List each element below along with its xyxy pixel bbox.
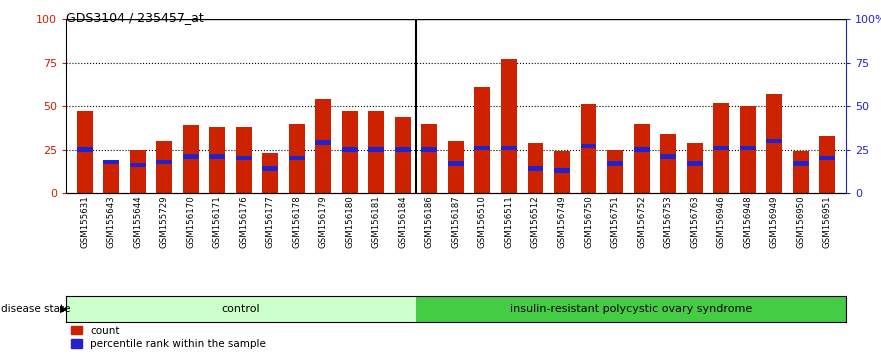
- Text: ▶: ▶: [60, 304, 68, 314]
- Bar: [395, 116, 411, 193]
- Bar: [501, 145, 517, 150]
- Bar: [421, 147, 437, 152]
- Bar: [581, 144, 596, 148]
- Bar: [210, 127, 226, 193]
- Bar: [77, 112, 93, 193]
- Bar: [713, 103, 729, 193]
- Bar: [103, 160, 119, 164]
- Text: GDS3104 / 235457_at: GDS3104 / 235457_at: [66, 11, 204, 24]
- Bar: [766, 139, 782, 143]
- Bar: [554, 168, 570, 172]
- Bar: [607, 161, 623, 166]
- Bar: [130, 163, 145, 167]
- Bar: [660, 154, 676, 159]
- Bar: [368, 147, 384, 152]
- Bar: [315, 99, 331, 193]
- Bar: [342, 112, 358, 193]
- Bar: [263, 166, 278, 171]
- Text: control: control: [221, 304, 260, 314]
- Text: insulin-resistant polycystic ovary syndrome: insulin-resistant polycystic ovary syndr…: [509, 304, 751, 314]
- Bar: [528, 166, 544, 171]
- Bar: [289, 124, 305, 193]
- Legend: count, percentile rank within the sample: count, percentile rank within the sample: [71, 326, 266, 349]
- Bar: [448, 161, 464, 166]
- Bar: [633, 147, 649, 152]
- Bar: [660, 134, 676, 193]
- Bar: [766, 94, 782, 193]
- Bar: [607, 149, 623, 193]
- Bar: [819, 156, 835, 160]
- Bar: [554, 151, 570, 193]
- Bar: [501, 59, 517, 193]
- Bar: [740, 106, 756, 193]
- Bar: [475, 87, 491, 193]
- Bar: [686, 143, 702, 193]
- Bar: [182, 154, 199, 159]
- Bar: [819, 136, 835, 193]
- Bar: [130, 149, 145, 193]
- Bar: [103, 162, 119, 193]
- Bar: [421, 124, 437, 193]
- Bar: [686, 161, 702, 166]
- Bar: [342, 147, 358, 152]
- Bar: [528, 143, 544, 193]
- Bar: [236, 127, 252, 193]
- Bar: [77, 147, 93, 152]
- Bar: [793, 161, 809, 166]
- Bar: [210, 154, 226, 159]
- Text: disease state: disease state: [1, 304, 70, 314]
- Bar: [475, 145, 491, 150]
- Bar: [633, 124, 649, 193]
- Bar: [156, 160, 172, 164]
- Bar: [156, 141, 172, 193]
- Bar: [182, 125, 199, 193]
- Bar: [448, 141, 464, 193]
- Bar: [581, 104, 596, 193]
- Bar: [315, 141, 331, 145]
- Bar: [263, 153, 278, 193]
- Bar: [740, 145, 756, 150]
- Bar: [368, 112, 384, 193]
- Bar: [713, 145, 729, 150]
- Bar: [395, 147, 411, 152]
- Bar: [289, 156, 305, 160]
- Bar: [793, 151, 809, 193]
- Bar: [236, 156, 252, 160]
